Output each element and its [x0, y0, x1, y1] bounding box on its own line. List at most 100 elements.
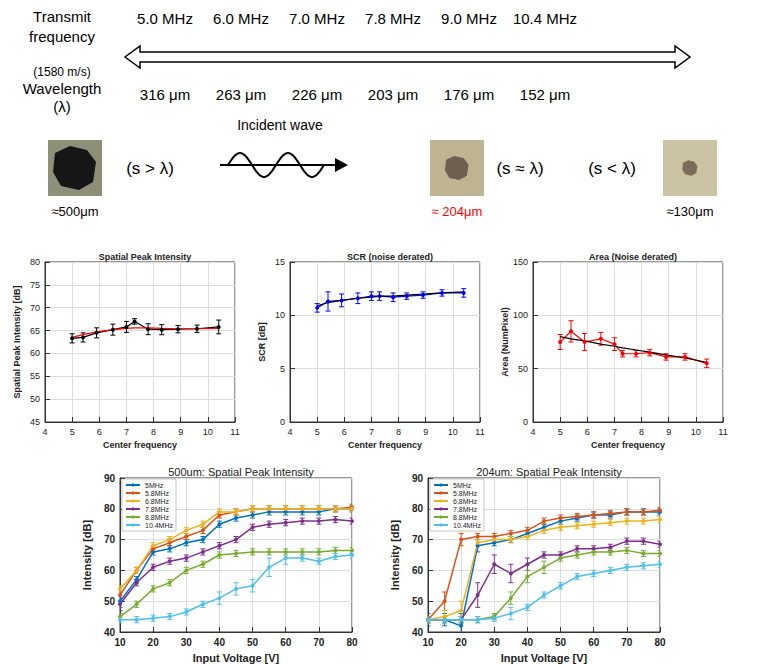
svg-text:80: 80	[30, 257, 40, 267]
svg-text:Incident wave: Incident wave	[237, 117, 323, 133]
svg-text:7: 7	[124, 427, 129, 437]
svg-text:(s ≈ λ): (s ≈ λ)	[496, 159, 543, 178]
svg-text:50: 50	[518, 364, 528, 374]
svg-text:55: 55	[30, 371, 40, 381]
svg-text:7: 7	[612, 427, 617, 437]
svg-text:30: 30	[489, 637, 501, 648]
svg-text:20: 20	[148, 637, 160, 648]
svg-text:40: 40	[522, 637, 534, 648]
svg-text:8: 8	[639, 427, 644, 437]
svg-text:226 μm: 226 μm	[292, 86, 342, 103]
svg-text:4: 4	[42, 427, 47, 437]
svg-text:70: 70	[104, 534, 116, 545]
svg-text:7.8 MHz: 7.8 MHz	[365, 10, 421, 27]
svg-text:263 μm: 263 μm	[216, 86, 266, 103]
svg-text:10.4 MHz: 10.4 MHz	[513, 10, 577, 27]
svg-text:176 μm: 176 μm	[444, 86, 494, 103]
svg-text:70: 70	[412, 534, 424, 545]
svg-text:Input Voltage [V]: Input Voltage [V]	[501, 652, 588, 664]
svg-text:SCR (noise derated): SCR (noise derated)	[347, 252, 433, 262]
svg-text:≈ 204μm: ≈ 204μm	[432, 204, 483, 219]
svg-text:316 μm: 316 μm	[140, 86, 190, 103]
svg-text:50: 50	[104, 596, 116, 607]
svg-text:203 μm: 203 μm	[368, 86, 418, 103]
svg-text:60: 60	[412, 565, 424, 576]
svg-text:(s < λ): (s < λ)	[588, 159, 636, 178]
svg-text:7.8MHz: 7.8MHz	[453, 506, 478, 513]
svg-text:90: 90	[104, 473, 116, 484]
svg-text:50: 50	[555, 637, 567, 648]
svg-text:90: 90	[412, 473, 424, 484]
svg-text:5: 5	[70, 427, 75, 437]
svg-text:50: 50	[247, 637, 259, 648]
svg-text:100: 100	[513, 310, 528, 320]
svg-text:Area (Noise derated): Area (Noise derated)	[589, 252, 677, 262]
svg-text:Center frequency: Center frequency	[348, 440, 422, 450]
svg-text:Intensity [dB]: Intensity [dB]	[81, 520, 93, 591]
svg-text:Transmit: Transmit	[33, 8, 92, 25]
svg-text:10.4MHz: 10.4MHz	[453, 522, 482, 529]
svg-text:0: 0	[280, 417, 285, 427]
svg-text:10: 10	[275, 310, 285, 320]
svg-text:7.8MHz: 7.8MHz	[145, 506, 170, 513]
svg-text:7.0 MHz: 7.0 MHz	[289, 10, 345, 27]
svg-text:204um: Spatial Peak Intensity: 204um: Spatial Peak Intensity	[476, 466, 622, 478]
svg-text:60: 60	[30, 348, 40, 358]
svg-text:6.0 MHz: 6.0 MHz	[213, 10, 269, 27]
svg-text:9: 9	[423, 427, 428, 437]
svg-text:Center frequency: Center frequency	[591, 440, 665, 450]
svg-text:10: 10	[422, 637, 434, 648]
svg-text:Area (NumPixel): Area (NumPixel)	[500, 307, 510, 377]
svg-text:45: 45	[30, 417, 40, 427]
svg-text:6: 6	[97, 427, 102, 437]
svg-text:80: 80	[654, 637, 666, 648]
svg-text:(s > λ): (s > λ)	[126, 159, 174, 178]
svg-text:(λ): (λ)	[53, 98, 71, 115]
svg-text:5MHz: 5MHz	[145, 482, 164, 489]
svg-text:50: 50	[30, 394, 40, 404]
svg-text:9: 9	[178, 427, 183, 437]
svg-text:70: 70	[621, 637, 633, 648]
svg-text:7: 7	[369, 427, 374, 437]
svg-text:0: 0	[523, 417, 528, 427]
svg-text:(1580 m/s): (1580 m/s)	[33, 65, 90, 79]
svg-text:11: 11	[230, 427, 239, 437]
svg-text:5: 5	[558, 427, 563, 437]
svg-text:60: 60	[104, 565, 116, 576]
svg-text:Spatial Peak Intensity: Spatial Peak Intensity	[99, 252, 192, 262]
svg-text:5MHz: 5MHz	[453, 482, 472, 489]
svg-text:15: 15	[275, 257, 285, 267]
svg-text:5.0 MHz: 5.0 MHz	[137, 10, 193, 27]
svg-text:≈500μm: ≈500μm	[51, 204, 98, 219]
svg-text:5.8MHz: 5.8MHz	[453, 490, 478, 497]
svg-text:10: 10	[203, 427, 213, 437]
svg-text:9.0 MHz: 9.0 MHz	[441, 10, 497, 27]
svg-text:75: 75	[30, 280, 40, 290]
svg-text:8: 8	[396, 427, 401, 437]
svg-text:8.8MHz: 8.8MHz	[145, 514, 170, 521]
svg-text:11: 11	[718, 427, 727, 437]
svg-text:6.8MHz: 6.8MHz	[453, 498, 478, 505]
svg-text:6.8MHz: 6.8MHz	[145, 498, 170, 505]
svg-text:50: 50	[412, 596, 424, 607]
svg-text:Wavelength: Wavelength	[23, 80, 102, 97]
svg-text:10: 10	[691, 427, 701, 437]
svg-text:8: 8	[151, 427, 156, 437]
svg-text:20: 20	[456, 637, 468, 648]
svg-text:152 μm: 152 μm	[520, 86, 570, 103]
svg-text:≈130μm: ≈130μm	[666, 204, 713, 219]
svg-text:Input Voltage [V]: Input Voltage [V]	[193, 652, 280, 664]
svg-text:80: 80	[346, 637, 358, 648]
svg-text:8.8MHz: 8.8MHz	[453, 514, 478, 521]
svg-text:30: 30	[181, 637, 193, 648]
svg-text:10.4MHz: 10.4MHz	[145, 522, 174, 529]
svg-text:Center frequency: Center frequency	[103, 440, 177, 450]
svg-text:150: 150	[513, 257, 528, 267]
svg-text:5.8MHz: 5.8MHz	[145, 490, 170, 497]
svg-text:40: 40	[214, 637, 226, 648]
svg-text:4: 4	[287, 427, 292, 437]
svg-text:10: 10	[114, 637, 126, 648]
svg-text:60: 60	[280, 637, 292, 648]
svg-text:frequency: frequency	[29, 28, 95, 45]
svg-text:5: 5	[280, 364, 285, 374]
